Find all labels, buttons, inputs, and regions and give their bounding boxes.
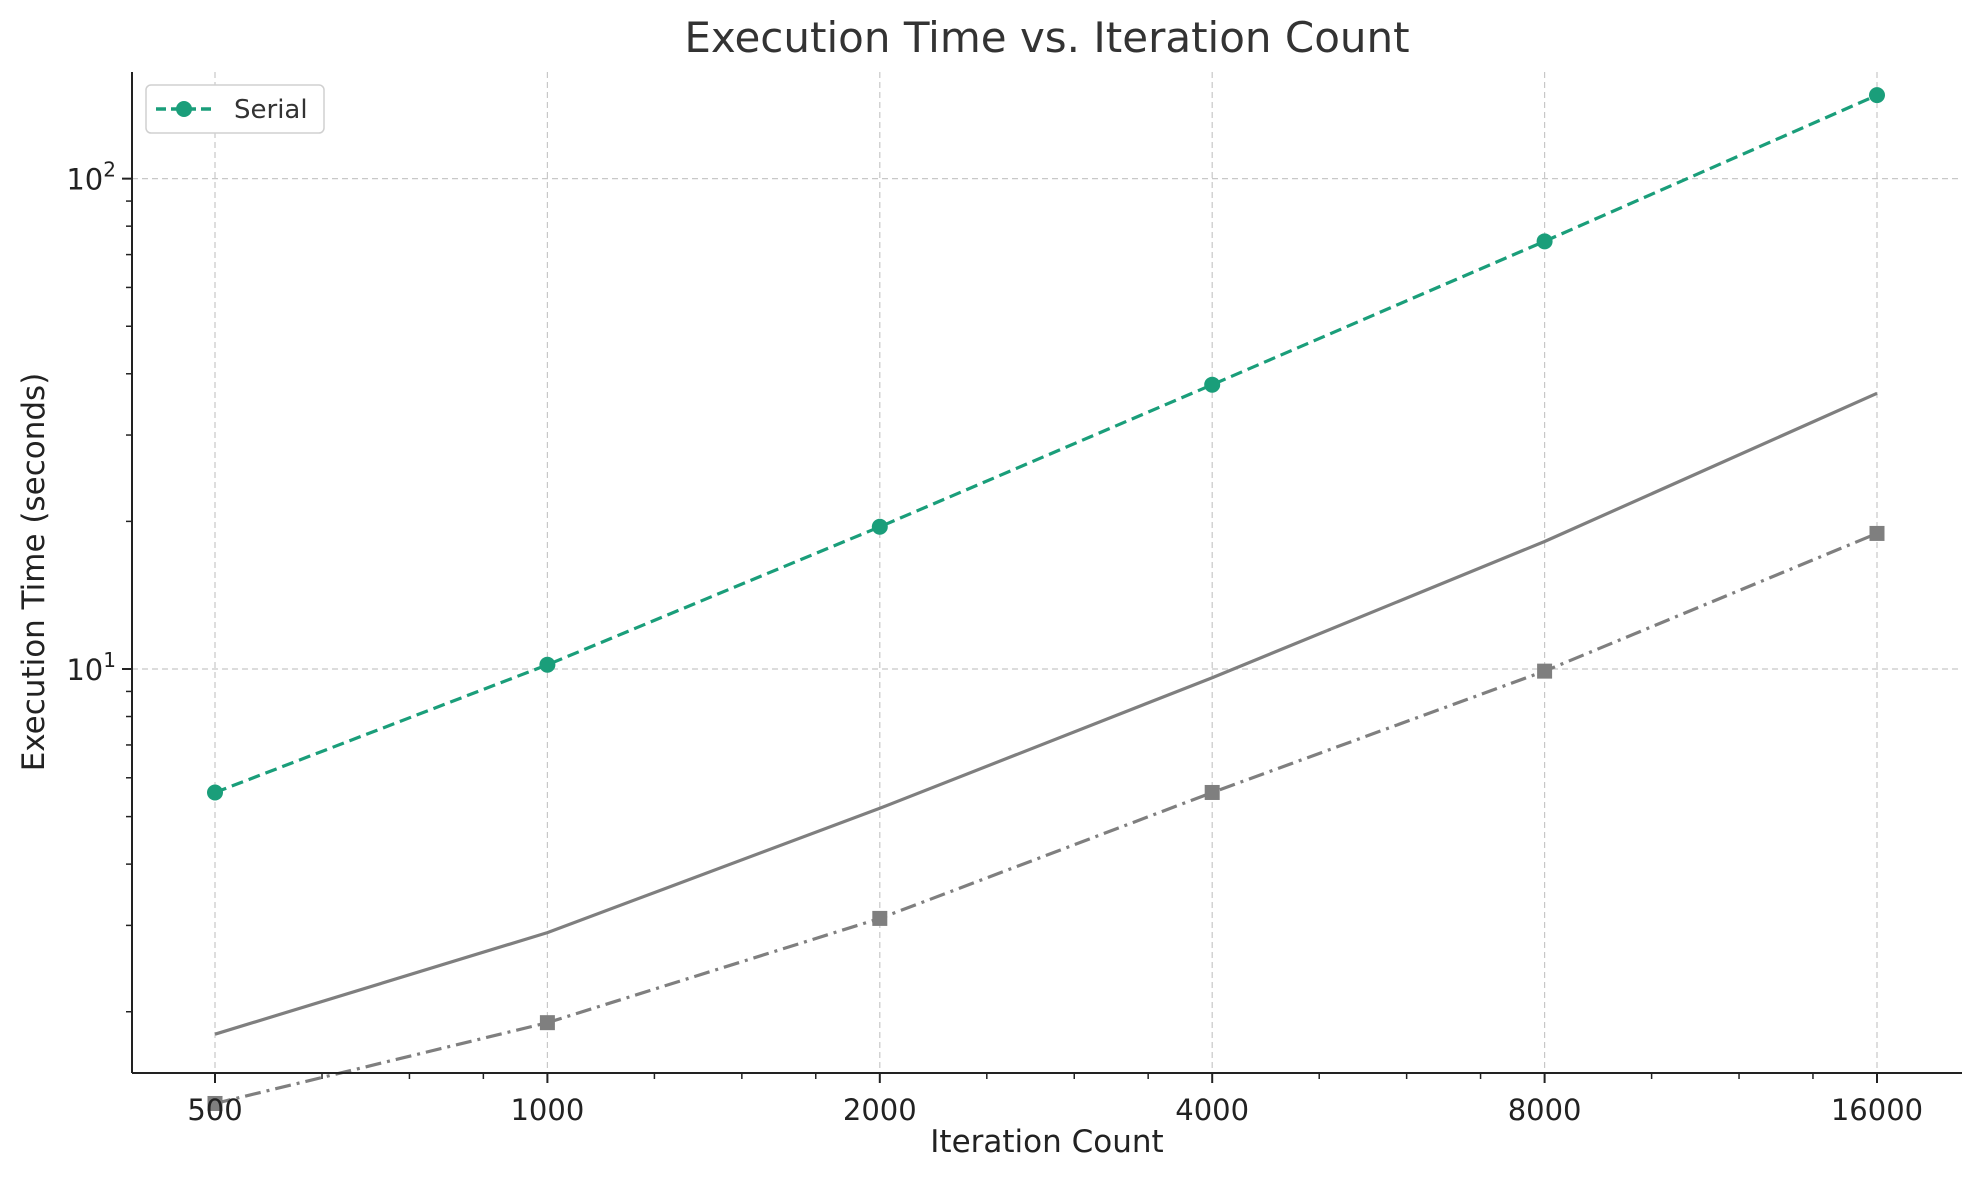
ticks: 500 1000 2000 4000 8000 16000 101 102 [66, 158, 1923, 1127]
x-tick-label: 8000 [1508, 1093, 1582, 1127]
series-0-point [871, 518, 888, 535]
series-0-point [1869, 87, 1885, 104]
series-0-point [1536, 233, 1553, 250]
y-axis-label: Execution Time (seconds) [16, 373, 52, 772]
legend: Serial [145, 84, 325, 134]
series-0-point [207, 784, 223, 801]
y-tick-label: 102 [66, 158, 116, 197]
series-2-point [539, 1015, 555, 1031]
grid [132, 72, 1962, 1073]
series-0-point [539, 656, 556, 673]
chart-title: Execution Time vs. Iteration Count [684, 13, 1409, 62]
x-tick-label: 1000 [510, 1093, 584, 1127]
series-line-1 [214, 391, 1878, 1036]
y-tick-label: 101 [66, 648, 116, 687]
x-axis-label: Iteration Count [930, 1124, 1163, 1160]
legend-label-serial: Serial [234, 95, 308, 125]
series-line-2 [214, 531, 1878, 1106]
series-layer [207, 87, 1885, 1111]
series-2-point [872, 910, 888, 926]
legend-swatch-marker [176, 101, 192, 117]
series-2-point [1869, 525, 1885, 541]
x-tick-label: 2000 [843, 1093, 917, 1127]
series-line-0 [214, 93, 1878, 794]
legend-frame [145, 84, 325, 134]
series-2-point [207, 1095, 223, 1111]
series-2-point [1204, 784, 1220, 800]
x-tick-label: 500 [187, 1093, 242, 1127]
series-0-point [1204, 376, 1221, 393]
x-tick-label: 4000 [1175, 1093, 1249, 1127]
x-tick-label: 16000 [1831, 1093, 1923, 1127]
series-2-point [1537, 663, 1553, 679]
